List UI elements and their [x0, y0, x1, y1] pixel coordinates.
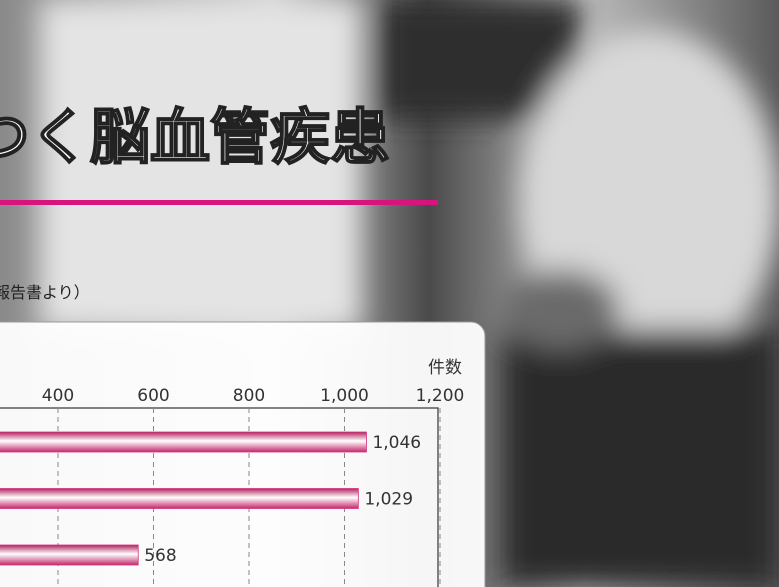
x-tick-label: 400	[42, 386, 74, 406]
axis-label: 件数	[428, 358, 462, 378]
value-label: 1,046	[372, 433, 421, 453]
page-title: つく脳血管疾患	[0, 105, 390, 171]
x-tick-label: 1,000	[320, 386, 369, 406]
screen: つく脳血管疾患 報告書より） 件数 400 600 800 1,000 1,200 1,0…	[0, 0, 779, 587]
bar	[0, 545, 138, 565]
x-tick-label: 800	[233, 386, 265, 406]
bar	[0, 489, 358, 509]
value-label: 1,029	[364, 490, 413, 510]
bar	[0, 432, 366, 452]
value-label: 568	[144, 546, 176, 566]
x-tick-label: 600	[137, 386, 169, 406]
title-underline	[0, 200, 438, 205]
x-tick-label: 1,200	[416, 386, 465, 406]
subtitle: 報告書より）	[0, 283, 90, 302]
